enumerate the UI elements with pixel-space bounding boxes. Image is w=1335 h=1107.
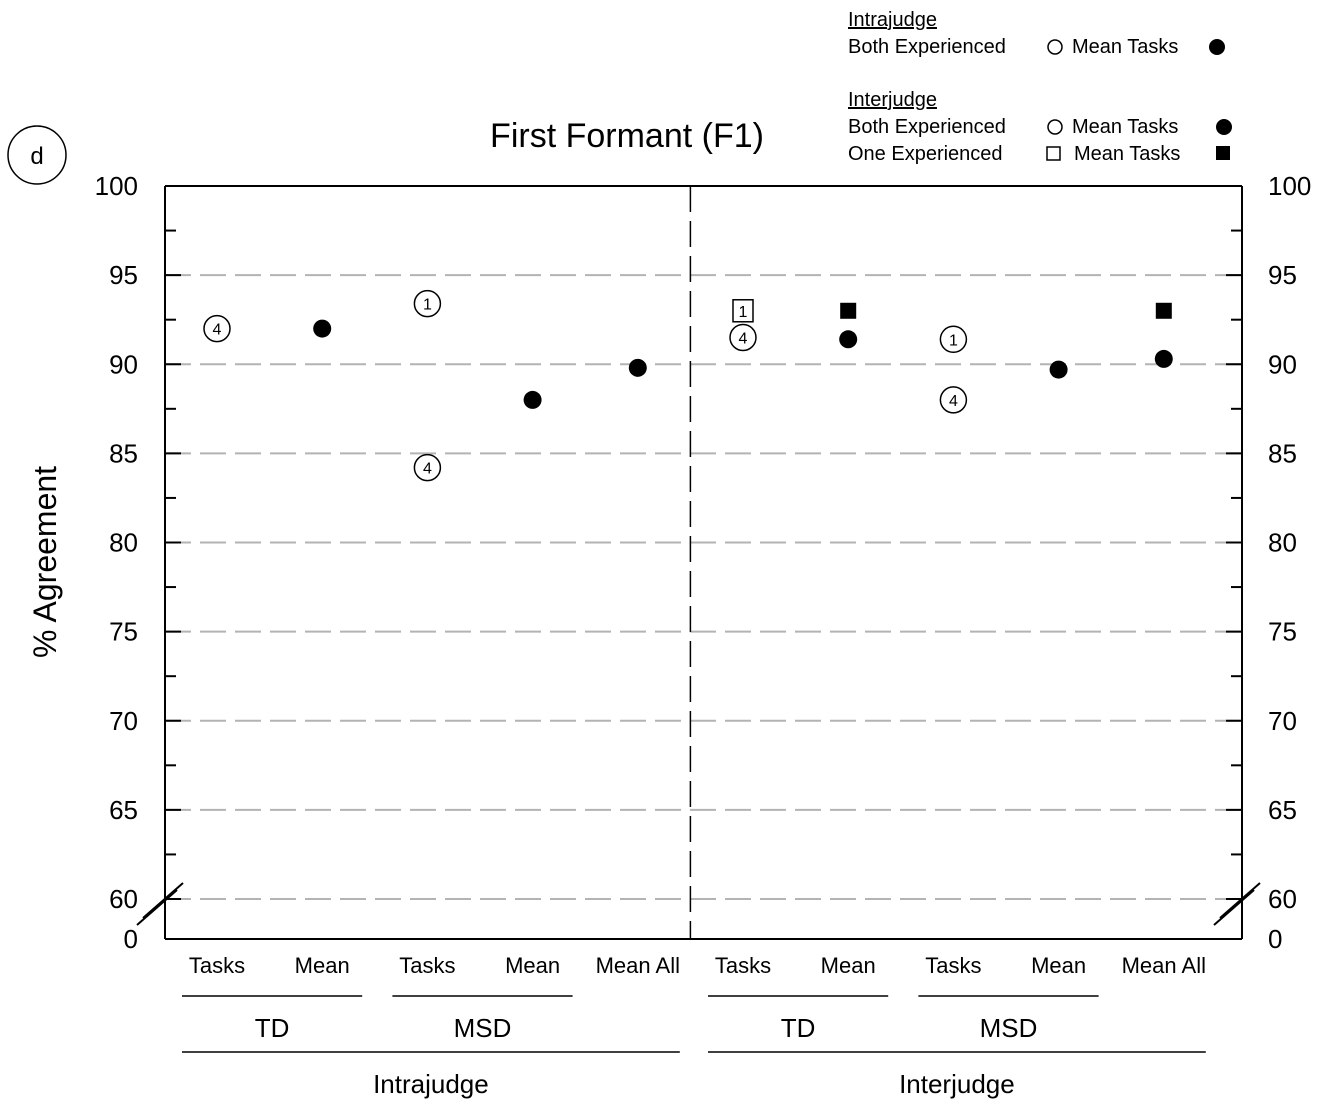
legend-inter-one-label: One Experienced — [848, 143, 1003, 165]
open-circle-marker — [729, 323, 757, 352]
legend: Intrajudge Both Experienced Mean Tasks I… — [848, 9, 1232, 165]
plot-area: 100 100 95 95 90 90 85 85 80 80 75 75 70 70 65 65 60 60 0 0… — [95, 171, 1312, 1099]
x-category-label: Mean — [295, 953, 350, 978]
y-tick-label-left: 90 — [109, 349, 138, 379]
y-tick-label-right: 0 — [1268, 924, 1282, 954]
group-label: Intrajudge — [373, 1069, 489, 1099]
y-tick-label-right: 95 — [1268, 260, 1297, 290]
marker-number-label: 1 — [949, 332, 958, 349]
y-tick-label-left: 65 — [109, 795, 138, 825]
marker-number-label: 1 — [739, 304, 748, 321]
legend-heading-intrajudge: Intrajudge — [848, 9, 937, 31]
filled-circle-marker — [313, 319, 332, 338]
y-tick-label-right: 65 — [1268, 795, 1297, 825]
filled-square-marker — [1155, 302, 1172, 319]
y-tick-label-left: 0 — [124, 924, 138, 954]
marker-number-label: 4 — [213, 322, 222, 339]
filled-circle-marker — [523, 390, 542, 409]
y-tick-label-left: 75 — [109, 617, 138, 647]
filled-circle-marker — [1154, 349, 1173, 368]
filled-circle-marker — [839, 330, 858, 349]
x-category-label: Tasks — [925, 953, 981, 978]
y-tick-label-right: 85 — [1268, 438, 1297, 468]
legend-open-circle-icon — [1047, 39, 1063, 55]
legend-inter-mean-label: Mean Tasks — [1072, 116, 1178, 138]
y-tick-label-left: 80 — [109, 528, 138, 558]
axis-break-mark — [136, 889, 178, 926]
x-category-label: Tasks — [399, 953, 455, 978]
group-label: Interjudge — [899, 1069, 1015, 1099]
legend-heading-interjudge: Interjudge — [848, 89, 937, 111]
marker-number-label: 4 — [739, 331, 748, 348]
subgroup-label: TD — [255, 1013, 290, 1043]
marker-number-label: 4 — [949, 393, 958, 410]
subgroup-label: TD — [781, 1013, 816, 1043]
panel-badge — [7, 125, 67, 185]
panel-letter: d — [30, 143, 43, 170]
x-category-label: Mean — [505, 953, 560, 978]
legend-filled-circle-icon — [1209, 39, 1225, 55]
marker-number-label: 1 — [423, 297, 432, 314]
y-tick-label-left: 85 — [109, 438, 138, 468]
y-tick-label-right: 80 — [1268, 528, 1297, 558]
y-tick-label-left: 100 — [95, 171, 138, 201]
chart-title: First Formant (F1) — [490, 117, 764, 155]
x-category-label: Tasks — [715, 953, 771, 978]
subgroup-label: MSD — [980, 1013, 1038, 1043]
y-tick-label-left: 95 — [109, 260, 138, 290]
y-tick-label-right: 60 — [1268, 884, 1297, 914]
axis-break-mark — [1213, 889, 1255, 926]
open-circle-marker — [203, 314, 231, 343]
x-category-label: Mean — [821, 953, 876, 978]
y-tick-label-right: 100 — [1268, 171, 1311, 201]
filled-circle-marker — [1049, 360, 1068, 379]
y-tick-label-left: 70 — [109, 706, 138, 736]
x-category-label: Tasks — [189, 953, 245, 978]
filled-circle-marker — [628, 358, 647, 377]
y-tick-label-right: 70 — [1268, 706, 1297, 736]
legend-filled-square-icon — [1216, 146, 1230, 160]
open-circle-marker — [413, 289, 442, 318]
x-category-label: Mean — [1031, 953, 1086, 978]
filled-square-marker — [840, 302, 857, 319]
y-tick-label-right: 75 — [1268, 617, 1297, 647]
legend-intra-mean-label: Mean Tasks — [1072, 36, 1178, 58]
axis-break-mark — [1219, 882, 1261, 919]
marker-number-label: 4 — [423, 461, 432, 478]
y-tick-label-right: 90 — [1268, 349, 1297, 379]
open-circle-marker — [413, 453, 442, 482]
legend-filled-circle-icon — [1216, 119, 1232, 135]
open-circle-marker — [939, 325, 968, 354]
subgroup-label: MSD — [454, 1013, 512, 1043]
x-category-label: Mean All — [596, 953, 680, 978]
legend-open-circle-icon — [1047, 119, 1063, 135]
x-category-label: Mean All — [1122, 953, 1206, 978]
legend-intra-both-label: Both Experienced — [848, 36, 1006, 58]
axis-break-mark — [142, 882, 184, 919]
y-axis-label: % Agreement — [27, 466, 63, 658]
open-square-marker — [732, 299, 754, 323]
open-circle-marker — [939, 386, 968, 414]
legend-inter-both-label: Both Experienced — [848, 116, 1006, 138]
legend-inter-one-mean-label: Mean Tasks — [1074, 143, 1180, 165]
y-tick-label-left: 60 — [109, 884, 138, 914]
legend-open-square-icon — [1046, 146, 1061, 161]
